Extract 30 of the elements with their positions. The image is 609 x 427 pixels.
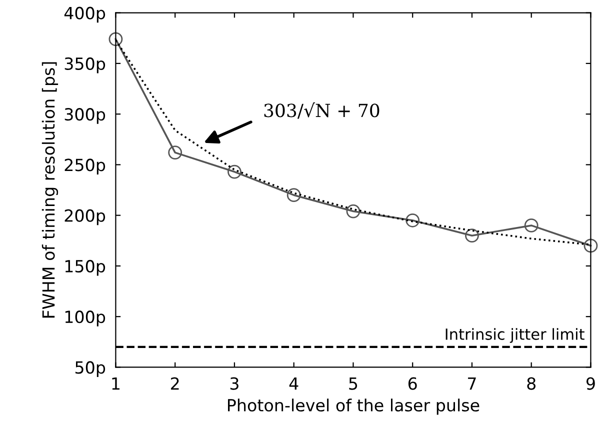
ref-line-label: Intrinsic jitter limit bbox=[446, 328, 584, 343]
point bbox=[465, 228, 479, 243]
point bbox=[168, 146, 182, 160]
y-tick-label: 200p bbox=[64, 209, 106, 226]
x-axis-title: Photon-level of the laser pulse bbox=[228, 398, 480, 415]
point bbox=[584, 238, 598, 253]
y-tick-label: 400p bbox=[64, 6, 106, 23]
y-tick-label: 50p bbox=[75, 361, 106, 378]
point bbox=[406, 213, 420, 228]
y-tick-label: 250p bbox=[64, 158, 106, 174]
x-tick-label: 7 bbox=[468, 377, 476, 390]
x-tick-label: 9 bbox=[586, 377, 595, 390]
x-tick-label: 2 bbox=[171, 377, 179, 390]
y-axis-title: FWHM of timing resolution [ps] bbox=[42, 62, 58, 318]
point bbox=[524, 218, 538, 232]
x-tick-label: 8 bbox=[527, 377, 536, 390]
point bbox=[228, 164, 242, 179]
y-tick-label: 350p bbox=[64, 57, 106, 74]
x-tick-label: 5 bbox=[349, 377, 358, 390]
x-tick-label: 3 bbox=[230, 377, 238, 390]
point bbox=[346, 204, 360, 218]
annotation: 303/√N + 70 bbox=[264, 102, 380, 119]
point bbox=[286, 188, 301, 202]
y-tick-label: 300p bbox=[64, 108, 106, 124]
point bbox=[108, 32, 123, 46]
y-tick-label: 150p bbox=[65, 260, 106, 276]
x-tick-label: 4 bbox=[289, 377, 298, 390]
y-tick-label: 100p bbox=[65, 310, 106, 326]
x-tick-label: 6 bbox=[408, 377, 417, 390]
x-tick-label: 1 bbox=[112, 377, 120, 390]
